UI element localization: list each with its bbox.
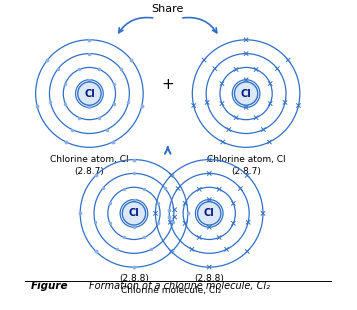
Text: Cl: Cl <box>204 208 215 218</box>
Text: Chlorine molecule, Cl₂: Chlorine molecule, Cl₂ <box>121 286 222 294</box>
Text: Share: Share <box>152 4 184 14</box>
Circle shape <box>122 202 146 225</box>
Text: +: + <box>161 77 174 92</box>
Text: Cl: Cl <box>84 89 95 99</box>
Text: (2.8.8): (2.8.8) <box>119 274 149 283</box>
Text: Chlorine atom, Cl: Chlorine atom, Cl <box>50 155 129 164</box>
Circle shape <box>197 202 221 225</box>
Circle shape <box>78 82 101 105</box>
Text: Figure: Figure <box>31 281 69 291</box>
Text: (2.8.7): (2.8.7) <box>75 167 104 176</box>
Text: Chlorine atom, Cl: Chlorine atom, Cl <box>207 155 285 164</box>
Text: Cl: Cl <box>129 208 139 218</box>
FancyArrowPatch shape <box>119 18 153 33</box>
Circle shape <box>235 82 258 105</box>
Text: (2.8.7): (2.8.7) <box>231 167 261 176</box>
Text: (2.8.8): (2.8.8) <box>194 274 224 283</box>
FancyArrowPatch shape <box>165 147 171 154</box>
Text: Cl: Cl <box>241 89 251 99</box>
FancyArrowPatch shape <box>183 18 217 33</box>
Text: Formation of a chlorine molecule, Cl₂: Formation of a chlorine molecule, Cl₂ <box>89 281 270 291</box>
